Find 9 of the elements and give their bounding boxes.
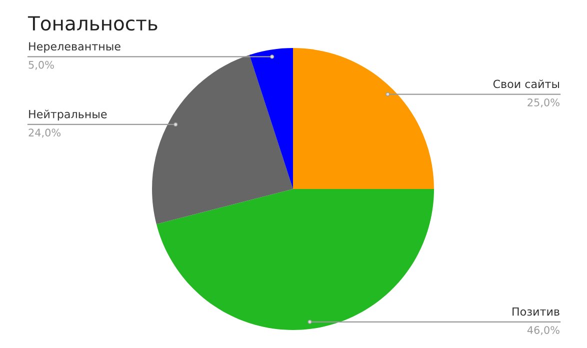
data-label: 24,0% bbox=[28, 128, 61, 138]
slice-label: Свои сайты bbox=[493, 80, 560, 88]
data-label: 5,0% bbox=[28, 60, 54, 70]
chart-title: Тональность bbox=[28, 16, 158, 31]
slice-label: Позитив bbox=[512, 307, 560, 316]
slice-label: Нерелевантные bbox=[29, 42, 120, 53]
data-label: 46,0% bbox=[527, 326, 560, 336]
data-label: 25,0% bbox=[528, 98, 560, 108]
slice-label: Нейтральные bbox=[29, 110, 107, 120]
